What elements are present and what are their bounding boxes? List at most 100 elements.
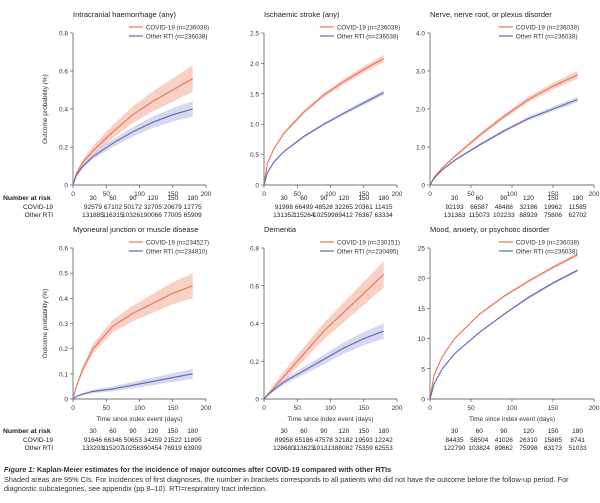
risk-rti-value: 90454 — [144, 445, 162, 452]
risk-covid-value: 58504 — [470, 437, 488, 444]
series-line — [263, 92, 384, 186]
risk-time: 90 — [500, 428, 508, 435]
risk-covid-value: 32186 — [519, 204, 537, 211]
y-tick-label: 0.5 — [250, 152, 259, 159]
legend-label: COVID-19 (n=234527) — [146, 240, 209, 247]
y-tick-label: 2.0 — [416, 107, 425, 114]
risk-time: 30 — [89, 428, 97, 435]
y-tick-label: 0.3 — [59, 321, 68, 328]
risk-rti-value: 116315 — [102, 212, 124, 219]
x-tick-label: 0 — [428, 405, 432, 412]
x-tick-label: 0 — [262, 405, 266, 412]
risk-time: 120 — [147, 428, 158, 435]
y-tick-label: 0.6 — [250, 283, 259, 290]
y-tick-label: 0.2 — [250, 359, 259, 366]
risk-rti-value: 131363 — [444, 212, 466, 219]
risk-rti-value: 63334 — [375, 212, 393, 219]
x-tick-label: 150 — [358, 405, 369, 412]
risk-time: 90 — [320, 195, 328, 202]
legend-label: Other RTI (n=236038) — [516, 34, 578, 41]
y-tick-label: 15 — [418, 306, 426, 313]
risk-rti-value: 122790 — [444, 445, 466, 452]
x-tick-label: 100 — [507, 191, 518, 198]
risk-rti-value: 113623 — [293, 445, 315, 452]
series-line — [72, 285, 193, 400]
risk-time: 60 — [476, 428, 484, 435]
risk-time: 150 — [358, 428, 369, 435]
x-tick-label: 0 — [71, 405, 75, 412]
risk-time: 120 — [338, 428, 349, 435]
risk-time: 60 — [109, 195, 117, 202]
ci-band — [430, 96, 578, 185]
risk-time: 60 — [476, 195, 484, 202]
y-tick-label: 5 — [421, 366, 425, 373]
risk-time: 150 — [548, 428, 559, 435]
risk-time: 180 — [572, 428, 583, 435]
y-tick-label: 0.2 — [59, 145, 68, 152]
risk-covid-value: 21522 — [164, 437, 182, 444]
risk-covid-value: 50653 — [124, 437, 142, 444]
risk-time: 180 — [378, 195, 389, 202]
risk-time: 180 — [572, 195, 583, 202]
x-tick-label: 100 — [134, 191, 145, 198]
panel-title: Ischaemic stroke (any) — [264, 10, 340, 19]
legend-label: Other RTI (n=230495) — [337, 249, 399, 256]
y-tick-label: 0.2 — [59, 346, 68, 353]
legend-label: Other RTI (n=236038) — [146, 34, 208, 41]
risk-covid-value: 66587 — [470, 204, 488, 211]
x-tick-label: 150 — [358, 191, 369, 198]
risk-covid-value: 19962 — [544, 204, 562, 211]
x-axis-label: Time since index event (days) — [287, 416, 373, 423]
y-tick-label: 0.8 — [250, 246, 259, 253]
y-tick-label: 0.6 — [59, 69, 68, 76]
y-tick-label: 0.4 — [59, 296, 68, 303]
risk-covid-value: 67102 — [104, 204, 122, 211]
x-tick-label: 50 — [103, 191, 111, 198]
risk-header-label: Number at risk — [3, 195, 51, 202]
y-tick-label: 20 — [418, 276, 426, 283]
legend-label: COVID-19 (n=230151) — [337, 240, 400, 247]
x-tick-label: 50 — [467, 405, 475, 412]
y-tick-label: 0.5 — [59, 271, 68, 278]
risk-time: 120 — [523, 195, 534, 202]
risk-time: 180 — [378, 428, 389, 435]
x-tick-label: 200 — [201, 191, 212, 198]
risk-covid-value: 92193 — [446, 204, 464, 211]
risk-row-covid-label: COVID-19 — [23, 204, 53, 211]
x-tick-label: 100 — [134, 405, 145, 412]
legend-label: COVID-19 (n=236038) — [146, 25, 209, 32]
risk-row-covid-label: COVID-19 — [23, 437, 53, 444]
panel-title: Intracranial haemorrhage (any) — [73, 10, 176, 19]
y-tick-label: 10 — [418, 336, 426, 343]
x-tick-label: 50 — [103, 405, 111, 412]
x-tick-label: 50 — [294, 405, 302, 412]
series-line — [429, 254, 578, 400]
caption-title: Kaplan-Meier estimates for the incidence… — [34, 465, 392, 474]
risk-time: 180 — [187, 195, 198, 202]
ci-band — [73, 368, 193, 399]
x-tick-label: 0 — [71, 191, 75, 198]
risk-covid-value: 26310 — [519, 437, 537, 444]
x-tick-label: 200 — [201, 405, 212, 412]
x-tick-label: 150 — [167, 191, 178, 198]
y-tick-label: 0 — [421, 397, 425, 404]
series-line — [429, 74, 578, 186]
y-tick-label: 2.0 — [250, 61, 259, 68]
y-tick-label: 0 — [255, 397, 259, 404]
risk-covid-value: 65186 — [295, 437, 313, 444]
risk-rti-value: 75359 — [355, 445, 373, 452]
risk-time: 30 — [451, 195, 459, 202]
risk-rti-value: 131352 — [273, 212, 295, 219]
risk-rti-value: 76367 — [355, 212, 373, 219]
risk-rti-value: 128680 — [273, 445, 295, 452]
risk-rti-value: 115073 — [469, 212, 491, 219]
risk-rti-value: 88929 — [519, 212, 537, 219]
risk-row-rti-label: Other RTI — [25, 212, 54, 219]
y-tick-label: 1.0 — [416, 145, 425, 152]
risk-rti-value: 75806 — [544, 212, 562, 219]
risk-rti-value: 115264 — [293, 212, 315, 219]
risk-covid-value: 11585 — [569, 204, 587, 211]
risk-rti-value: 102563 — [122, 445, 144, 452]
risk-rti-value: 63173 — [544, 445, 562, 452]
